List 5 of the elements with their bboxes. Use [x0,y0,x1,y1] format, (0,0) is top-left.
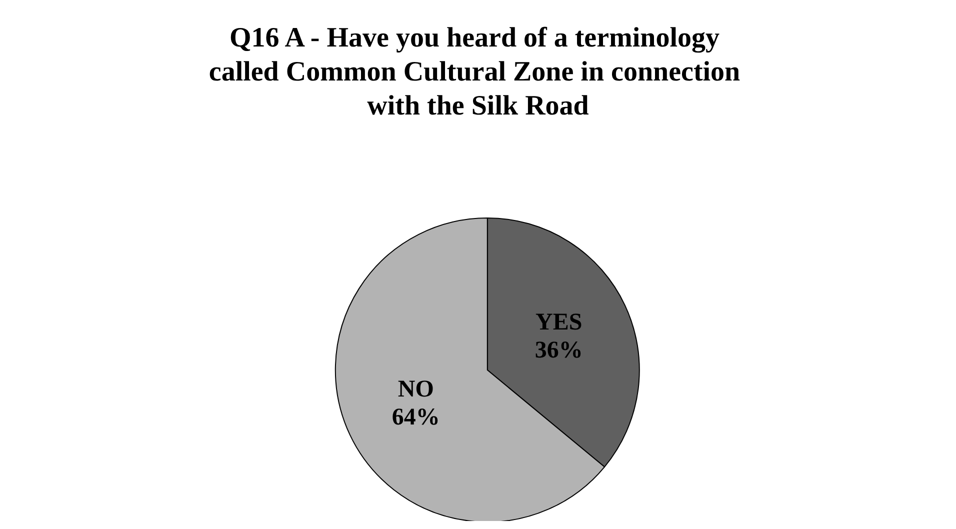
chart-title: Q16 A - Have you heard of a terminology called Common Cultural Zone in connection with the Silk Road [208,22,748,122]
data-label: 36% [534,337,583,364]
data-label: 64% [392,404,440,431]
slice-label: YES [536,309,582,336]
slice-label: NO [398,376,434,403]
